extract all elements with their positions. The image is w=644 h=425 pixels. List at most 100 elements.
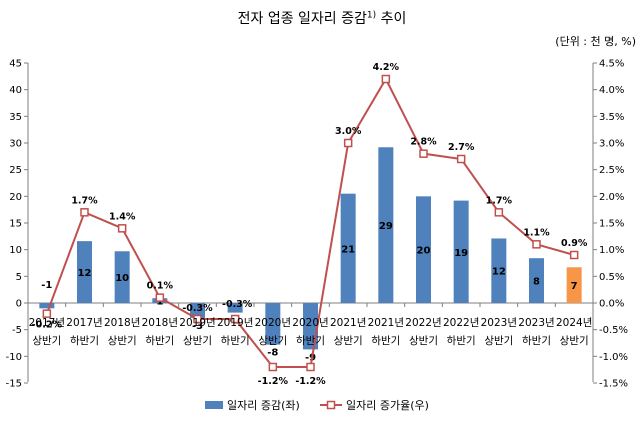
rate-value-label: -0.3% <box>182 303 213 314</box>
left-tick-label: -10 <box>6 352 22 363</box>
bar <box>77 241 92 303</box>
category-half-label: 상반기 <box>409 335 438 347</box>
bar-value-label: -3 <box>192 321 203 332</box>
rate-marker <box>343 138 353 148</box>
category-year-label: 2024년 <box>556 317 592 329</box>
category-year-label: 2020년 <box>255 317 291 329</box>
left-tick-label: 5 <box>16 272 22 283</box>
category-half-label: 하반기 <box>70 334 99 347</box>
bar-value-label: -8 <box>267 348 278 359</box>
right-tick-label: 4.5% <box>599 59 624 70</box>
chart-title-text: 전자 업종 일자리 증감 <box>237 11 367 27</box>
left-tick-label: -15 <box>6 379 22 390</box>
legend-line-marker <box>326 400 336 410</box>
right-tick-label: 0.0% <box>599 299 624 310</box>
rate-value-label: -1.2% <box>295 376 326 387</box>
rate-marker <box>117 224 127 233</box>
bar <box>39 303 55 309</box>
category-half-label: 하반기 <box>221 334 250 347</box>
bar-value-label: 8 <box>533 277 540 288</box>
category-year-label: 2021년 <box>368 317 404 329</box>
bar <box>566 267 582 303</box>
bar-value-label: -9 <box>305 352 316 363</box>
rate-marker <box>381 74 391 84</box>
right-tick-label: 1.0% <box>599 245 624 256</box>
bar <box>265 303 281 345</box>
bar-value-label: 19 <box>454 248 468 259</box>
category-half-label: 상반기 <box>484 335 513 347</box>
category-year-label: 2019년 <box>179 317 215 329</box>
category-year-label: 2018년 <box>142 317 178 329</box>
rate-marker <box>268 362 278 372</box>
right-tick-label: -1.5% <box>599 379 628 390</box>
bar <box>227 303 243 313</box>
bar-value-label: 10 <box>115 273 129 284</box>
rate-value-label: -0.2% <box>32 320 63 331</box>
rate-value-label: 4.2% <box>373 62 400 73</box>
bar-value-label: 29 <box>379 221 393 232</box>
rate-value-label: 3.0% <box>335 126 362 137</box>
rate-marker <box>494 208 504 217</box>
right-tick-label: 2.5% <box>599 165 624 176</box>
rate-value-label: 2.8% <box>410 137 437 148</box>
category-year-label: 2023년 <box>518 317 554 329</box>
rate-marker <box>193 314 202 324</box>
left-tick-label: 45 <box>9 59 22 70</box>
legend-line-label: 일자리 증가율(우) <box>346 398 429 412</box>
bar <box>491 238 507 303</box>
category-half-label: 하반기 <box>145 334 174 347</box>
right-tick-label: -0.5% <box>599 325 628 336</box>
category-half-label: 하반기 <box>371 334 400 347</box>
bar-value-label: 12 <box>492 267 506 278</box>
rate-value-label: 0.1% <box>147 281 174 292</box>
rate-marker <box>306 362 315 372</box>
category-year-label: 2017년 <box>29 317 65 329</box>
rate-value-label: 1.7% <box>71 195 98 206</box>
bar <box>529 258 544 303</box>
legend: 일자리 증감(좌) 일자리 증가율(우) <box>205 398 429 412</box>
left-tick-label: 35 <box>9 112 22 123</box>
chart-title: 전자 업종 일자리 증감1) 추이 <box>0 8 644 28</box>
category-half-label: 상반기 <box>108 335 137 347</box>
bar <box>190 303 205 318</box>
category-half-label: 상반기 <box>334 335 363 347</box>
unit-label: (단위 : 천 명, %) <box>555 35 636 48</box>
left-tick-label: 25 <box>9 165 22 176</box>
bar-value-label: 12 <box>78 268 92 279</box>
rate-marker <box>80 208 89 217</box>
bar-value-label: 1 <box>156 297 163 308</box>
left-tick-label: 30 <box>9 139 22 150</box>
category-year-label: 2023년 <box>481 317 517 329</box>
left-tick-label: 20 <box>9 192 22 203</box>
category-year-label: 2022년 <box>443 317 479 329</box>
category-half-label: 상반기 <box>560 335 589 347</box>
bar-value-label: 21 <box>341 244 355 255</box>
category-year-label: 2018년 <box>104 317 140 329</box>
left-tick-label: -5 <box>12 325 22 336</box>
bar <box>114 251 130 303</box>
rate-value-label: -1.2% <box>258 376 289 387</box>
rate-value-label: -0.3% <box>222 299 253 310</box>
chart-title-footnote: 1) <box>366 10 377 21</box>
line-series: -0.2% 1.7% 1.4% 0.1% -0.3% -0.3% -1.2% -1.2% 3.0… <box>32 62 588 387</box>
category-half-label: 하반기 <box>296 334 325 347</box>
bar <box>416 196 431 303</box>
category-year-label: 2017년 <box>66 317 102 329</box>
category-year-label: 2020년 <box>292 317 328 329</box>
right-tick-label: -1.0% <box>599 352 628 363</box>
bar <box>340 193 356 303</box>
rate-marker <box>569 250 579 260</box>
rate-marker <box>230 314 240 324</box>
category-year-label: 2019년 <box>217 317 253 329</box>
rate-marker <box>419 149 428 158</box>
rate-value-label: 1.7% <box>486 195 513 206</box>
rate-value-label: 1.4% <box>109 211 136 222</box>
rate-value-label: 0.9% <box>561 238 588 249</box>
bar <box>303 303 318 350</box>
category-half-label: 상반기 <box>258 335 287 347</box>
bar-value-label: 20 <box>417 246 431 257</box>
right-tick-label: 3.0% <box>599 139 624 150</box>
